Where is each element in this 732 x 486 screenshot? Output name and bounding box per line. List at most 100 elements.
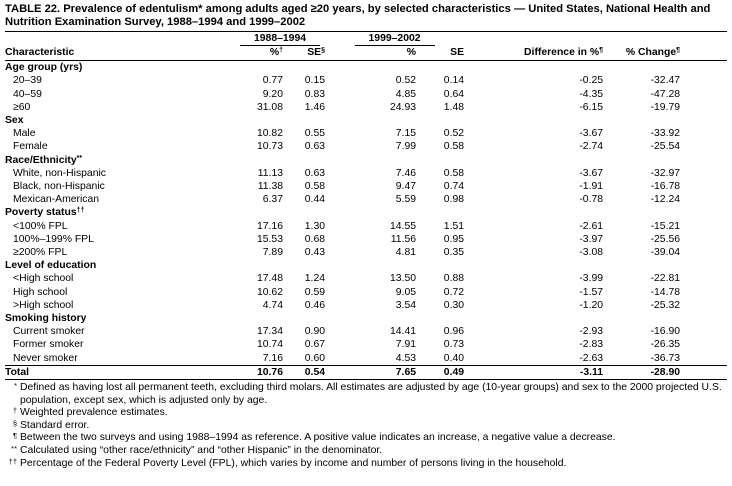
cell-value: -2.93 (579, 326, 604, 338)
header-cell (5, 31, 235, 46)
group-header-cell: 1999–2002 (325, 31, 465, 46)
cell-value: -3.67 (579, 167, 604, 179)
cell-value: -32.97 (650, 167, 681, 179)
data-row: Female 10.73 0.63 7.99 0.58 -2.74 -25.54 (5, 140, 727, 153)
column-header-text: Characteristic (5, 47, 75, 58)
data-row: Current smoker 17.34 0.90 14.41 0.96 -2.93 -16… (5, 325, 727, 338)
footnote-text: Percentage of the Federal Poverty Level … (20, 457, 567, 469)
cell-value: 0.14 (443, 75, 465, 87)
row-label: Current smoker (13, 326, 85, 338)
footnote-text: Between the two surveys and using 1988–1… (20, 432, 616, 444)
data-row: Former smoker 10.74 0.67 7.91 0.73 -2.83 -26.3… (5, 338, 727, 351)
cell-value: 0.98 (443, 194, 465, 206)
cell-value: 14.55 (390, 220, 417, 232)
cell-value: 14.41 (390, 326, 417, 338)
row-label: ≥200% FPL (13, 247, 68, 259)
data-row: Never smoker 7.16 0.60 4.53 0.40 -2.63 -36.73 (5, 352, 727, 366)
cell-value: 1.46 (304, 101, 326, 113)
cell-value: -1.20 (579, 299, 604, 311)
section-title-text: Race/Ethnicity (5, 154, 77, 166)
cell-value: 0.58 (304, 181, 326, 193)
section-title-text: Level of education (5, 260, 97, 272)
cell-value: -2.83 (579, 339, 604, 351)
cell-value: -33.92 (650, 128, 681, 140)
section-title: Age group (yrs) (5, 61, 727, 75)
cell-value: -19.79 (650, 101, 681, 113)
data-row: 20–39 0.77 0.15 0.52 0.14 -0.25 -32.47 (5, 74, 727, 87)
cell-value: -3.67 (579, 128, 604, 140)
cell-value: 7.89 (262, 247, 283, 259)
cell-value: 0.43 (304, 247, 326, 259)
cell-value: -2.74 (579, 141, 604, 153)
cell-value: 0.88 (443, 273, 465, 285)
section-title-text: Sex (5, 115, 24, 127)
column-header: Characteristic (5, 46, 235, 62)
cell-spacer (680, 180, 727, 193)
column-header: Difference in %¶ (464, 46, 604, 62)
cell-value: 1.51 (443, 220, 465, 232)
table-header: 1988–1994 1999–2002 Characteristic %† SE§% SE… (5, 31, 728, 62)
footnote-marker: ¶ (676, 47, 681, 54)
cell-value: 9.05 (395, 286, 417, 298)
footnote: ¶ Between the two surveys and using 1988–… (5, 431, 727, 445)
section-row: Poverty status†† (5, 206, 727, 219)
cell-spacer (680, 364, 728, 381)
section-title-text: Poverty status (5, 207, 77, 219)
data-row: 40–59 9.20 0.83 4.85 0.64 -4.35 -47.28 (5, 88, 727, 101)
cell-value: 0.73 (443, 339, 465, 351)
row-label: Mexican-American (13, 194, 100, 206)
cell-value: 6.37 (262, 194, 283, 206)
data-row: High school 10.62 0.59 9.05 0.72 -1.57 -14.78 (5, 286, 727, 299)
data-table: 1988–1994 1999–2002 Characteristic %† SE§% SE… (5, 31, 728, 381)
cell-value: -22.81 (650, 273, 681, 285)
cell-spacer (680, 246, 727, 259)
cell-spacer (680, 101, 727, 114)
cell-value: -2.61 (579, 220, 604, 232)
cell-value: -15.21 (650, 220, 681, 232)
section-title: Poverty status†† (5, 206, 727, 219)
section-title: Smoking history (5, 312, 727, 325)
cell-spacer (680, 193, 727, 206)
cell-value: -47.28 (650, 88, 681, 100)
cell-value: -3.97 (579, 233, 604, 245)
section-row: Level of education (5, 259, 727, 272)
data-row: <High school 17.48 1.24 13.50 0.88 -3.99 -22.8… (5, 272, 727, 285)
cell-spacer (680, 352, 727, 366)
data-row: <100% FPL 17.16 1.30 14.55 1.51 -2.61 -15.21 (5, 220, 727, 233)
cell-spacer (680, 140, 727, 153)
data-row: 100%–199% FPL 15.53 0.68 11.56 0.95 -3.97 -25.… (5, 233, 727, 246)
data-row: Mexican-American 6.37 0.44 5.59 0.98 -0.78 -12… (5, 193, 727, 206)
cell-value: 17.48 (256, 273, 283, 285)
row-label: ≥60 (13, 101, 31, 113)
footnote-text: Calculated using “other race/ethnicity” … (20, 445, 383, 457)
cell-value: 0.68 (304, 233, 326, 245)
cell-value: 0.59 (304, 286, 326, 298)
cell-value: 0.72 (443, 286, 465, 298)
cell-spacer (680, 127, 727, 140)
footnote: § Standard error. (5, 419, 727, 433)
cell-spacer (680, 88, 727, 101)
row-label: Never smoker (13, 352, 78, 364)
cell-value: 3.54 (395, 299, 417, 311)
column-header-text: SE (307, 47, 322, 58)
cell-value: 0.35 (443, 247, 465, 259)
cell-spacer (680, 74, 727, 87)
cell-value: 0.15 (304, 75, 326, 87)
cell-value: 0.52 (395, 75, 417, 87)
cell-value: 4.81 (395, 247, 417, 259)
cell-value: 10.62 (256, 286, 283, 298)
table-title: TABLE 22. Prevalence of edentulism* amon… (5, 3, 711, 28)
header-cell (680, 46, 728, 62)
row-label: 20–39 (13, 75, 42, 87)
row-label: >High school (13, 299, 74, 311)
header-cell (464, 31, 728, 46)
cell-value: 0.63 (304, 141, 326, 153)
row-label: <High school (13, 273, 74, 285)
cell-spacer (680, 233, 727, 246)
row-label: Black, non-Hispanic (13, 181, 105, 193)
cell-value: 0.95 (443, 233, 465, 245)
cell-value: 11.56 (390, 233, 417, 245)
cell-value: 31.08 (256, 101, 283, 113)
data-row: ≥60 31.08 1.46 24.93 1.48 -6.15 -19.79 (5, 101, 727, 114)
